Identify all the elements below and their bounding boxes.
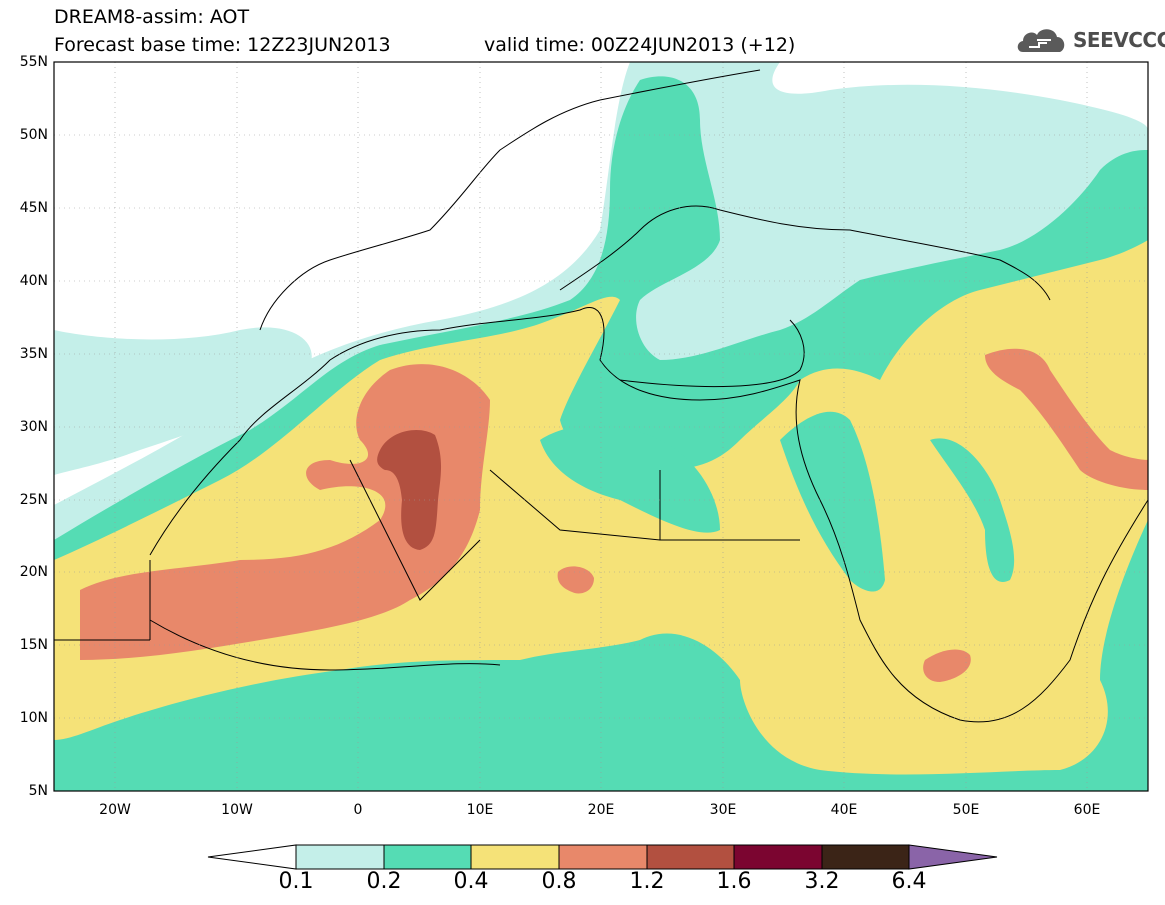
colorbar-label: 1.6 xyxy=(716,869,752,894)
aot-1.2-region xyxy=(377,430,442,550)
lon-label: 40E xyxy=(830,802,858,818)
aot-0.8-iran xyxy=(985,348,1148,490)
lat-label: 50N xyxy=(19,127,48,143)
aot-shading xyxy=(54,62,1148,791)
lat-label: 55N xyxy=(19,54,48,70)
lon-label: 60E xyxy=(1073,802,1101,818)
colorbar xyxy=(207,844,998,870)
colorbar-bin-7 xyxy=(821,844,910,870)
aot-0.2-sahel xyxy=(540,425,720,533)
lat-label: 15N xyxy=(19,637,48,653)
colorbar-label: 0.4 xyxy=(453,869,489,894)
lat-label: 10N xyxy=(19,710,48,726)
lat-label: 45N xyxy=(19,200,48,216)
aot-0.8-chad xyxy=(557,566,594,594)
aot-0.1-atlantic xyxy=(54,327,312,475)
colorbar-label: 0.1 xyxy=(278,869,314,894)
map-title: DREAM8-assim: AOT xyxy=(54,6,250,28)
valid-time-label: valid time: 00Z24JUN2013 (+12) xyxy=(484,34,796,56)
coastlines xyxy=(54,69,1148,723)
base-time-label: Forecast base time: 12Z23JUN2013 xyxy=(54,34,391,56)
lat-label: 40N xyxy=(19,273,48,289)
lon-label: 20W xyxy=(99,802,131,818)
colorbar-low-arrow xyxy=(207,844,297,870)
lon-label: 20E xyxy=(587,802,615,818)
seevccc-logo: SEEVCCC xyxy=(1015,22,1165,56)
lat-label: 25N xyxy=(19,492,48,508)
lat-label: 5N xyxy=(28,783,48,799)
lat-label: 20N xyxy=(19,564,48,580)
logo-text: SEEVCCC xyxy=(1073,28,1165,52)
lon-label: 30E xyxy=(709,802,737,818)
map-frame xyxy=(53,61,1149,792)
cloud-icon xyxy=(1017,29,1065,52)
aot-0.2-gulf xyxy=(930,438,1015,582)
colorbar-label: 6.4 xyxy=(891,869,927,894)
lon-label: 0 xyxy=(353,802,363,818)
lat-label: 30N xyxy=(19,419,48,435)
aot-0.2-redsea xyxy=(780,411,885,592)
colorbar-bin-4 xyxy=(558,844,648,870)
colorbar-label: 1.2 xyxy=(629,869,665,894)
colorbar-bin-1 xyxy=(295,844,385,870)
aot-0.8-sahara xyxy=(80,364,490,660)
colorbar-bin-3 xyxy=(470,844,560,870)
forecast-times: Forecast base time: 12Z23JUN2013 valid ti… xyxy=(54,34,795,56)
lat-label: 35N xyxy=(19,346,48,362)
lon-label: 10W xyxy=(221,802,253,818)
lon-label: 50E xyxy=(952,802,980,818)
lon-label: 10E xyxy=(466,802,494,818)
colorbar-bin-5 xyxy=(646,844,735,870)
colorbar-label: 0.8 xyxy=(541,869,577,894)
colorbar-high-arrow xyxy=(908,844,998,870)
aot-0.8-yemen xyxy=(923,649,971,682)
colorbar-label: 0.2 xyxy=(366,869,402,894)
colorbar-bin-2 xyxy=(383,844,472,870)
colorbar-label: 3.2 xyxy=(804,869,840,894)
colorbar-bin-6 xyxy=(733,844,823,870)
